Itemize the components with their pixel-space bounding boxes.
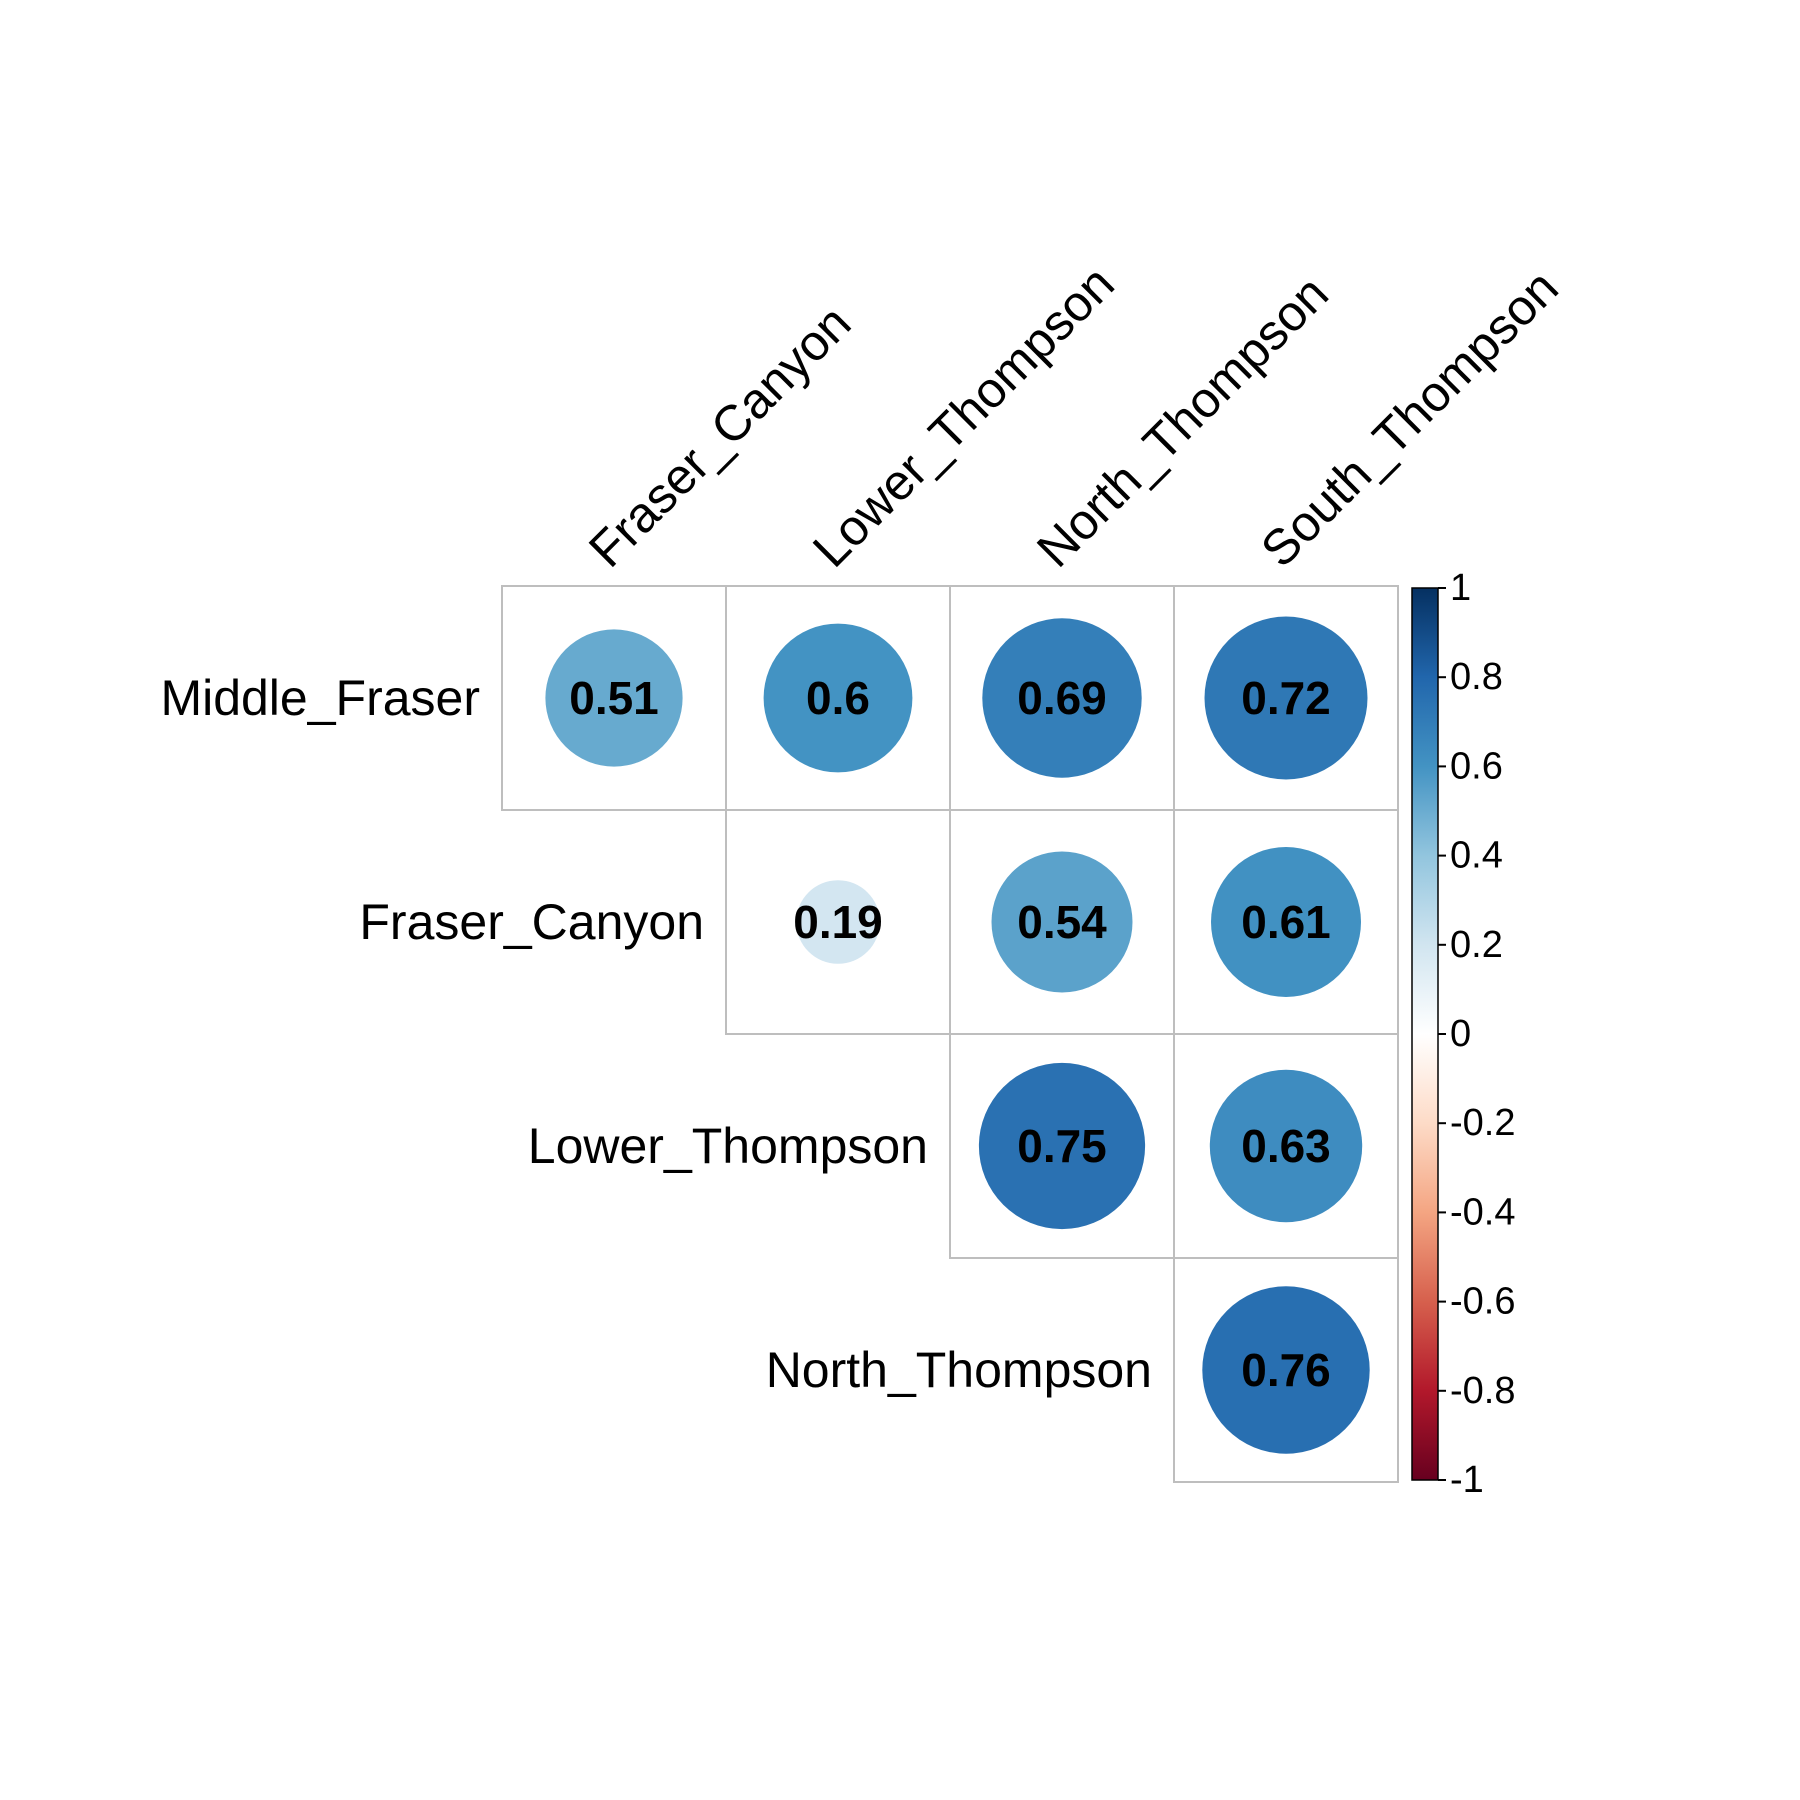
row-labels: Middle_Fraser Fraser_Canyon Lower_Thompson… xyxy=(160,670,1152,1398)
cell-value-label: 0.63 xyxy=(1241,1120,1331,1172)
cell-value-label: 0.72 xyxy=(1241,672,1331,724)
cell-value-label: 0.54 xyxy=(1017,896,1107,948)
color-legend: 1 0.8 0.6 0.4 0.2 0 -0.2 -0.4 -0.6 -0.8 -1 xyxy=(1411,567,1515,1501)
legend-tick-label: 1 xyxy=(1450,567,1471,609)
column-labels: Fraser_CanyonLower_ThompsonNorth_Thompso… xyxy=(578,255,1569,578)
correlation-circle-middle-fraser-south-thompson xyxy=(1204,616,1368,780)
row-label-fraser-canyon: Fraser_Canyon xyxy=(359,894,704,950)
legend-tick-label: -1 xyxy=(1450,1459,1484,1501)
legend-tick-label: 0.2 xyxy=(1450,924,1503,966)
correlation-circle-fraser-canyon-north-thompson xyxy=(991,851,1133,993)
cell-value-label: 0.19 xyxy=(793,896,883,948)
grid-layer xyxy=(501,585,1399,1483)
legend-tick-label: -0.4 xyxy=(1450,1191,1515,1233)
row-label-lower-thompson: Lower_Thompson xyxy=(528,1118,928,1174)
circles-layer xyxy=(545,616,1370,1454)
legend-tick-label: 0.4 xyxy=(1450,835,1503,877)
legend-tick-label: 0.8 xyxy=(1450,656,1503,698)
correlation-circle-lower-thompson-north-thompson xyxy=(978,1062,1146,1230)
cell-value-label: 0.75 xyxy=(1017,1120,1107,1172)
cell-value-label: 0.61 xyxy=(1241,896,1331,948)
legend-colorbar xyxy=(1411,587,1439,1481)
cell-value-label: 0.76 xyxy=(1241,1344,1331,1396)
legend-tick-label: -0.8 xyxy=(1450,1370,1515,1412)
legend-tick-label: 0.6 xyxy=(1450,745,1503,787)
cell-value-label: 0.69 xyxy=(1017,672,1107,724)
correlation-circle-lower-thompson-south-thompson xyxy=(1209,1069,1363,1223)
correlation-circle-middle-fraser-lower-thompson xyxy=(763,623,913,773)
grid-cell xyxy=(1173,1257,1399,1483)
legend-tick-label: 0 xyxy=(1450,1013,1471,1055)
legend-tick-label: -0.6 xyxy=(1450,1281,1515,1323)
correlation-circle-fraser-canyon-south-thompson xyxy=(1211,847,1361,997)
row-label-north-thompson: North_Thompson xyxy=(766,1342,1152,1398)
values-layer: 0.51 0.6 0.69 0.72 0.19 0.54 0.61 0.75 0.63 0.76 xyxy=(569,672,1331,1396)
cell-value-label: 0.6 xyxy=(806,672,870,724)
correlation-circle-fraser-canyon-lower-thompson xyxy=(796,880,880,964)
correlation-circle-middle-fraser-north-thompson xyxy=(982,618,1142,778)
correlation-circle-middle-fraser-fraser-canyon xyxy=(545,629,683,767)
legend-tick-label: -0.2 xyxy=(1450,1102,1515,1144)
row-label-middle-fraser: Middle_Fraser xyxy=(160,670,480,726)
correlation-circle-north-thompson-south-thompson xyxy=(1202,1286,1370,1454)
cell-value-label: 0.51 xyxy=(569,672,659,724)
